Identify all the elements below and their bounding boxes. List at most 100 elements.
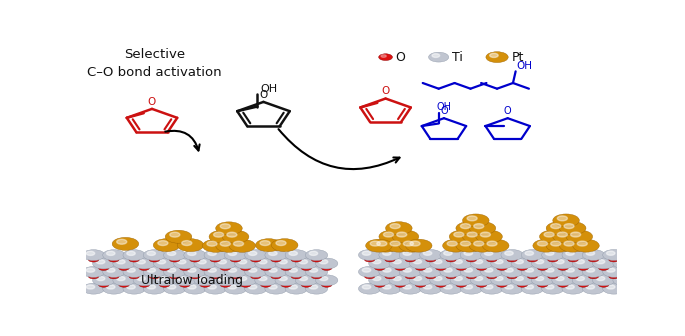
- Circle shape: [568, 274, 578, 279]
- Circle shape: [389, 275, 411, 286]
- Circle shape: [427, 257, 432, 259]
- Circle shape: [517, 282, 527, 287]
- Circle shape: [289, 285, 297, 289]
- Circle shape: [519, 283, 523, 285]
- Circle shape: [566, 268, 574, 272]
- Circle shape: [600, 266, 604, 268]
- Circle shape: [249, 251, 257, 255]
- Circle shape: [484, 251, 493, 255]
- Circle shape: [255, 258, 277, 269]
- Circle shape: [251, 257, 261, 262]
- Circle shape: [190, 274, 200, 279]
- Circle shape: [147, 268, 155, 272]
- Circle shape: [283, 283, 287, 285]
- Circle shape: [593, 275, 615, 286]
- Circle shape: [381, 55, 386, 57]
- Circle shape: [460, 283, 482, 294]
- Circle shape: [425, 257, 436, 262]
- Circle shape: [358, 266, 381, 277]
- Circle shape: [198, 277, 206, 281]
- Circle shape: [505, 251, 513, 255]
- Circle shape: [358, 250, 381, 260]
- Circle shape: [100, 266, 104, 268]
- Circle shape: [228, 268, 236, 272]
- Circle shape: [383, 251, 391, 255]
- Circle shape: [590, 257, 594, 259]
- Circle shape: [224, 250, 247, 260]
- Circle shape: [110, 258, 114, 260]
- Circle shape: [481, 250, 503, 260]
- Circle shape: [603, 250, 625, 260]
- Circle shape: [454, 277, 462, 281]
- Circle shape: [447, 275, 451, 277]
- Circle shape: [547, 257, 558, 262]
- Circle shape: [469, 222, 496, 235]
- Circle shape: [283, 266, 287, 268]
- Circle shape: [415, 282, 426, 287]
- Circle shape: [362, 251, 371, 255]
- Circle shape: [487, 241, 497, 246]
- Circle shape: [258, 260, 267, 264]
- Circle shape: [545, 285, 554, 289]
- Circle shape: [188, 251, 196, 255]
- Circle shape: [399, 283, 421, 294]
- Circle shape: [476, 282, 487, 287]
- Text: Ti: Ti: [453, 51, 463, 64]
- Circle shape: [379, 230, 406, 243]
- Circle shape: [393, 230, 419, 243]
- Circle shape: [372, 239, 399, 252]
- Circle shape: [521, 283, 544, 294]
- Circle shape: [466, 274, 477, 279]
- Circle shape: [171, 275, 175, 277]
- Text: O: O: [260, 90, 268, 99]
- Circle shape: [578, 265, 588, 270]
- Circle shape: [450, 258, 473, 269]
- Circle shape: [456, 282, 466, 287]
- Circle shape: [116, 239, 127, 244]
- Circle shape: [379, 54, 393, 60]
- Circle shape: [606, 251, 615, 255]
- Circle shape: [447, 257, 451, 259]
- Circle shape: [362, 285, 371, 289]
- Circle shape: [403, 251, 412, 255]
- Circle shape: [224, 266, 247, 277]
- Circle shape: [539, 266, 543, 268]
- Circle shape: [552, 275, 574, 286]
- Circle shape: [525, 251, 534, 255]
- Circle shape: [303, 283, 307, 285]
- Circle shape: [364, 257, 375, 262]
- Circle shape: [167, 268, 176, 272]
- Circle shape: [174, 275, 196, 286]
- Circle shape: [159, 282, 170, 287]
- Circle shape: [232, 275, 236, 277]
- Circle shape: [619, 265, 630, 270]
- Circle shape: [474, 277, 483, 281]
- Circle shape: [209, 230, 236, 243]
- Circle shape: [260, 241, 270, 246]
- Circle shape: [108, 257, 119, 262]
- Circle shape: [469, 239, 496, 252]
- Circle shape: [228, 285, 236, 289]
- Circle shape: [399, 239, 425, 252]
- Circle shape: [245, 266, 267, 277]
- Text: OH: OH: [516, 60, 533, 71]
- Circle shape: [255, 275, 277, 286]
- Circle shape: [161, 266, 165, 268]
- Circle shape: [106, 285, 115, 289]
- Circle shape: [566, 251, 574, 255]
- Circle shape: [560, 222, 586, 235]
- Circle shape: [444, 285, 452, 289]
- Circle shape: [260, 265, 271, 270]
- Circle shape: [383, 285, 391, 289]
- Circle shape: [99, 282, 109, 287]
- Circle shape: [606, 268, 615, 272]
- Circle shape: [265, 250, 287, 260]
- Circle shape: [303, 266, 307, 268]
- Circle shape: [582, 250, 605, 260]
- Circle shape: [474, 260, 483, 264]
- Circle shape: [410, 258, 432, 269]
- Circle shape: [564, 241, 574, 246]
- Circle shape: [129, 274, 140, 279]
- Circle shape: [220, 224, 230, 229]
- Circle shape: [535, 277, 544, 281]
